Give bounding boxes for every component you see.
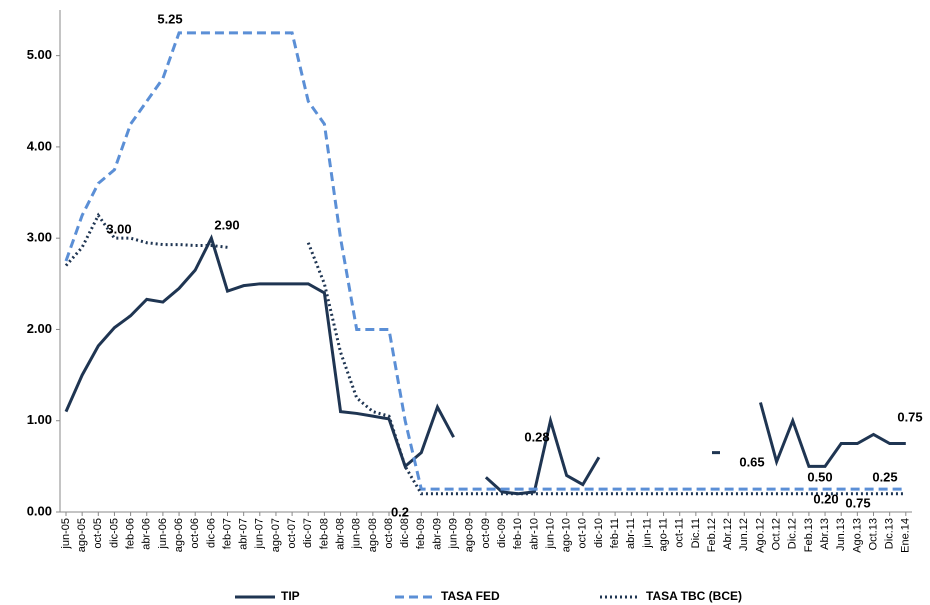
y-tick-label: 4.00: [27, 138, 52, 153]
x-tick-label: abr-11: [625, 518, 637, 549]
x-tick-label: ago-11: [657, 518, 669, 551]
x-tick-label: abr-09: [431, 518, 443, 550]
x-tick-label: abr-10: [528, 518, 540, 550]
x-tick-label: oct-09: [480, 518, 492, 549]
annotation: 0.50: [807, 469, 832, 484]
x-tick-label: jun-10: [544, 518, 556, 550]
x-tick-label: oct-08: [383, 518, 395, 549]
x-tick-label: ago-05: [76, 518, 88, 552]
y-tick-label: 5.00: [27, 47, 52, 62]
x-tick-label: Ago.13: [851, 518, 863, 553]
x-tick-label: dic-07: [302, 518, 314, 548]
x-tick-label: jun-09: [448, 518, 460, 550]
x-tick-label: ago-08: [367, 518, 379, 552]
x-tick-label: Dic.11: [690, 518, 702, 548]
annotation: 5.25: [157, 11, 182, 26]
annotation: 3.00: [106, 221, 131, 236]
x-tick-label: feb-10: [512, 518, 524, 549]
annotation: 2.90: [214, 217, 239, 232]
x-tick-label: feb-08: [318, 518, 330, 549]
annotation: 0.65: [739, 454, 764, 469]
x-tick-label: abr-07: [238, 518, 250, 550]
x-tick-label: Ago.12: [754, 518, 766, 553]
x-tick-label: feb-07: [221, 518, 233, 549]
x-tick-label: Dic.12: [787, 518, 799, 549]
x-tick-label: abr-06: [141, 518, 153, 550]
y-tick-label: 1.00: [27, 412, 52, 427]
series-line: [64, 212, 906, 496]
x-tick-label: ago-07: [270, 518, 282, 552]
x-tick-label: oct-07: [286, 518, 298, 549]
annotation: 0.2: [391, 504, 409, 519]
x-tick-label: Feb.13: [803, 518, 815, 552]
x-tick-label: Oct.13: [867, 518, 879, 550]
x-tick-label: oct-10: [577, 518, 589, 549]
annotation: 0.28: [524, 429, 549, 444]
x-tick-label: dic-10: [593, 518, 605, 548]
legend-label: TASA TBC (BCE): [646, 589, 742, 603]
x-tick-label: feb-09: [415, 518, 427, 549]
x-tick-label: dic-05: [108, 518, 120, 548]
x-tick-label: oct-05: [92, 518, 104, 549]
x-tick-label: oct-06: [189, 518, 201, 549]
x-tick-label: oct-11: [674, 518, 686, 548]
x-tick-label: dic-09: [496, 518, 508, 548]
x-tick-label: Jun.13: [835, 518, 847, 551]
x-tick-label: Abr.12: [722, 518, 734, 550]
y-tick-label: 3.00: [27, 230, 52, 245]
x-tick-label: feb-11: [609, 518, 621, 548]
x-tick-label: Abr.13: [819, 518, 831, 550]
x-tick-label: Oct.12: [771, 518, 783, 550]
x-tick-label: jun-06: [157, 518, 169, 550]
annotation: 0.25: [872, 469, 897, 484]
x-tick-label: dic-08: [399, 518, 411, 548]
x-tick-label: Feb.12: [706, 518, 718, 552]
legend-label: TIP: [281, 589, 300, 603]
annotation: 0.75: [897, 409, 922, 424]
annotation: 0.75: [845, 495, 870, 510]
x-tick-label: dic-06: [205, 518, 217, 548]
series-line: [64, 234, 906, 496]
x-tick-label: ago-06: [173, 518, 185, 552]
x-tick-label: jun-08: [351, 518, 363, 550]
x-tick-label: feb-06: [125, 518, 137, 549]
annotation: 0.20: [813, 491, 838, 506]
y-tick-label: 2.00: [27, 321, 52, 336]
series-line: [64, 31, 906, 491]
x-tick-label: Dic.13: [884, 518, 896, 549]
x-tick-label: jun-07: [254, 518, 266, 550]
x-tick-label: jun-11: [641, 518, 653, 549]
x-tick-label: jun-05: [60, 518, 72, 550]
x-tick-label: Ene.14: [900, 518, 912, 553]
y-tick-label: 0.00: [27, 503, 52, 518]
legend-label: TASA FED: [441, 589, 500, 603]
x-tick-label: Jun.12: [738, 518, 750, 551]
x-tick-label: abr-08: [334, 518, 346, 550]
x-tick-label: ago-10: [561, 518, 573, 552]
x-tick-label: ago-09: [464, 518, 476, 552]
